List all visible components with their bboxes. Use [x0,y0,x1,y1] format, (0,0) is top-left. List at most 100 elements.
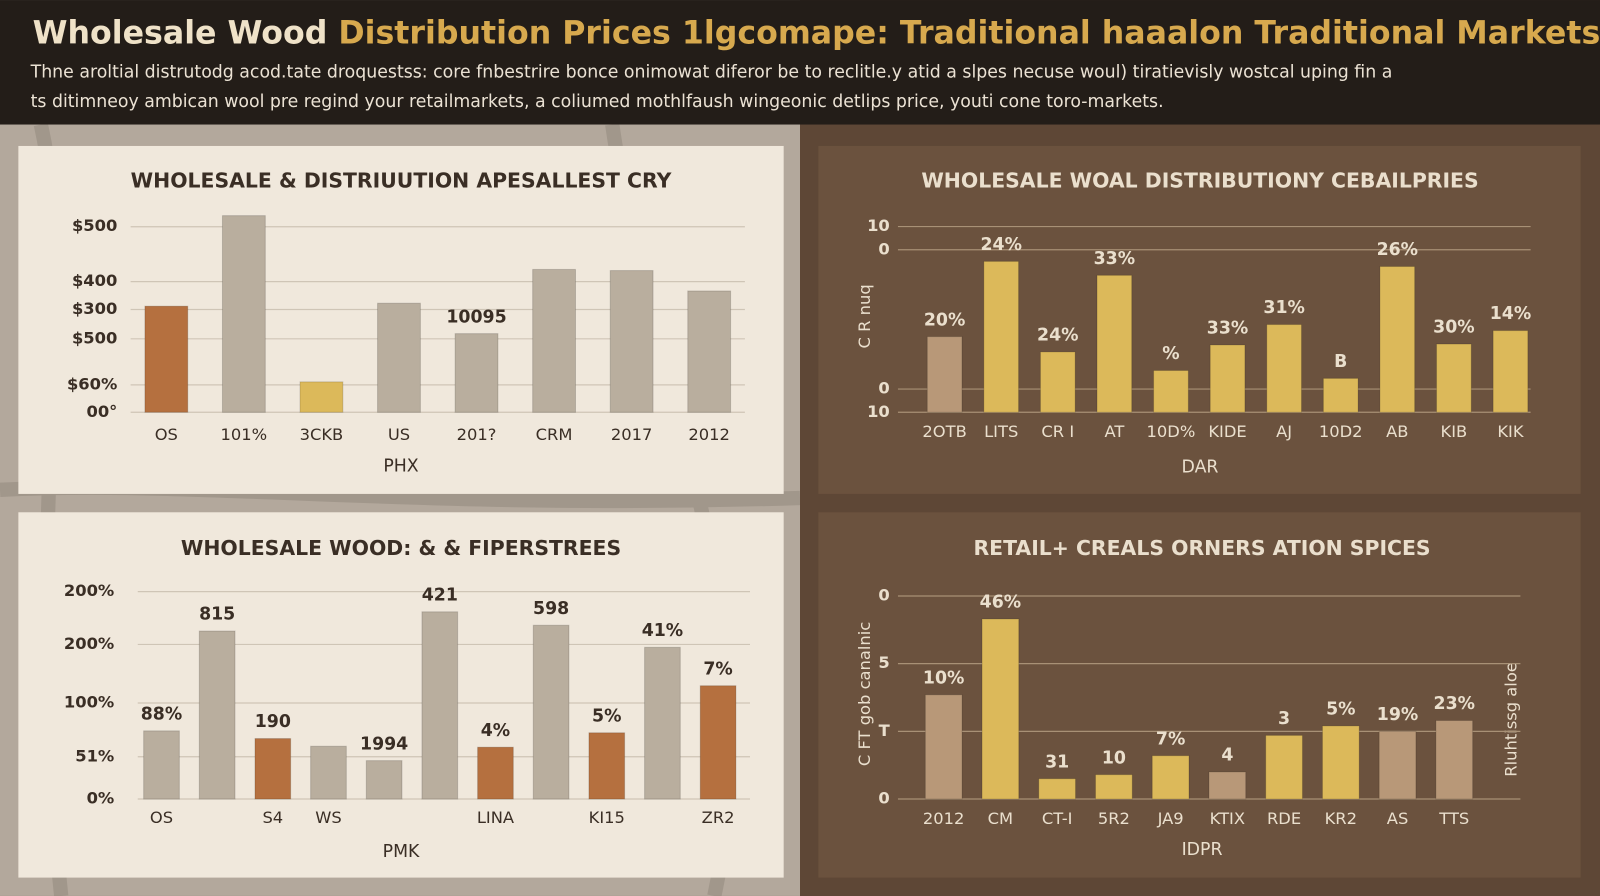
bar [983,260,1020,413]
x-tick-label: AS [1387,809,1409,828]
bar [1379,265,1416,413]
bar-note: 10 [1102,748,1126,768]
y-tick-label: 0 [878,379,889,398]
x-tick-label: AB [1386,422,1408,441]
bar-note: 5% [592,706,621,726]
bar [644,646,681,800]
bar [144,305,189,413]
bar [1322,377,1359,413]
bar [1096,274,1133,413]
bar-note: 421 [422,585,458,605]
bar [454,333,499,413]
bar [198,630,236,800]
bar [609,270,654,413]
header-subtitle: Thne aroltial distrutodg acod.tate droqu… [30,62,1393,82]
bar [699,685,737,800]
x-tick-label: CR I [1041,422,1074,441]
y-tick-label: 100% [64,693,114,712]
bar-note: 46% [980,593,1021,613]
bar [1039,351,1076,413]
bar [143,730,180,800]
x-tick-label: RDE [1267,809,1301,828]
bar [1321,725,1360,800]
x-tick-label: JA9 [1157,809,1184,828]
bar-note: 20% [924,310,965,330]
chart-title: WHOLESALE WOOD: & & FIPERSTREES [181,536,621,560]
header-subtitle: ts ditimneoy ambican wool pre regind you… [31,92,1164,112]
y-tick-label: 0 [878,239,889,258]
x-tick-label: 101% [221,425,268,444]
x-tick-label: AJ [1276,422,1292,441]
x-tick-label: KI15 [589,808,625,827]
x-tick-label: LITS [984,422,1018,441]
y-tick-label: $400 [72,271,117,290]
x-tick-label: ZR2 [702,808,735,827]
bar [588,732,626,800]
y-axis-label: C FT gob canalnic [855,622,874,766]
bar [926,336,963,413]
x-axis-label: PMK [383,842,420,862]
header-band [0,0,1600,125]
x-tick-label: 10D% [1147,422,1196,441]
y-tick-label: 10 [867,216,890,235]
y-tick-label: $300 [72,299,117,318]
bar-note: 5% [1326,700,1355,720]
bar-note: 24% [980,235,1021,255]
bar [365,760,403,800]
y-tick-label: $60% [67,374,117,393]
bar-note: 30% [1433,318,1474,338]
y-tick-label: 00° [86,402,117,421]
bar [924,694,963,800]
bar-note: 4 [1221,746,1233,766]
bar [687,290,732,413]
x-tick-label: US [388,425,410,444]
x-tick-label: 2012 [688,425,730,444]
bar-note: 33% [1094,249,1135,269]
bar [377,302,421,413]
bar-note: 3 [1278,709,1290,729]
y-tick-label: 0 [878,789,889,808]
bar-note: 88% [141,705,182,725]
x-tick-label: 201? [457,425,497,444]
y-axis-label-right: Rluhtissg aloe [1502,662,1521,777]
x-tick-label: 2OTB [922,422,966,441]
bar-note: 10% [923,668,964,688]
bar-note: 7% [1156,729,1185,749]
bar-note: B [1334,352,1347,372]
bar-note: 4% [481,721,510,741]
bar [981,618,1020,800]
x-tick-label: 2012 [923,809,965,828]
bar [421,611,459,800]
chart-title: WHOLESALE WOAL DISTRIBUTIONY CEBAILPRIES [921,169,1478,193]
y-tick-label: 0% [87,789,115,808]
x-tick-label: KIK [1497,422,1525,441]
x-tick-label: OS [150,808,173,827]
bar-note: 31 [1045,752,1069,772]
x-axis-label: DAR [1182,457,1219,477]
bar [1265,734,1303,800]
bar [1153,369,1189,413]
panel [818,145,1581,494]
x-tick-label: KIB [1441,422,1468,441]
bar [532,624,570,800]
x-axis-label: IDPR [1182,840,1223,860]
y-tick-label: 200% [64,581,114,600]
bar [532,268,577,413]
bar-note: 31% [1263,298,1304,318]
x-tick-label: LINA [477,808,515,827]
bar [221,215,266,413]
bar-note: 190 [255,712,291,732]
bar-note: 7% [703,659,732,679]
x-tick-label: KIDE [1208,422,1246,441]
bar-note: 33% [1207,319,1248,339]
bar-note: 14% [1490,304,1531,324]
y-tick-label: $500 [72,216,117,235]
bar-note: 10095 [446,307,506,327]
y-tick-label: $500 [72,328,117,347]
bar [1436,343,1472,413]
bar [254,738,292,800]
bar [477,746,514,800]
bar-note: 1994 [360,734,408,754]
